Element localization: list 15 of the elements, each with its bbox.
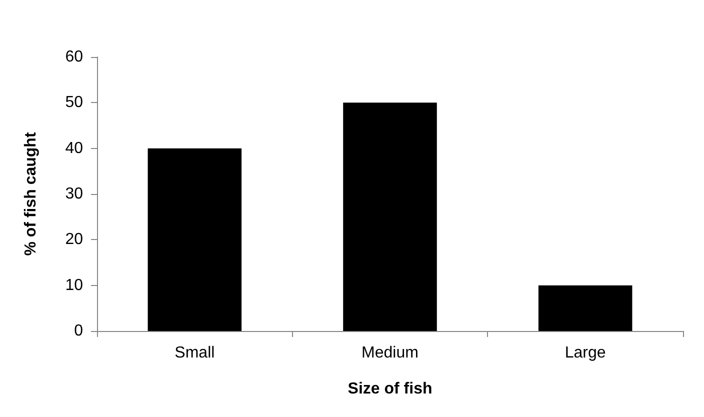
y-axis-title: % of fish caught <box>22 132 40 256</box>
bar <box>148 148 242 331</box>
y-tick-label: 60 <box>65 48 84 66</box>
y-tick-label: 50 <box>65 94 84 112</box>
bar <box>538 285 632 331</box>
x-tick-label: Small <box>174 344 215 362</box>
y-tick-label: 20 <box>65 231 84 248</box>
y-tick-label: 40 <box>65 140 84 157</box>
y-tick-label: 0 <box>74 322 84 340</box>
y-tick-label: 30 <box>65 186 84 202</box>
y-tick-label: 10 <box>65 276 84 294</box>
bar <box>343 102 437 331</box>
x-tick-label: Large <box>564 344 606 362</box>
x-axis-title: Size of fish <box>348 380 432 398</box>
x-tick-label: Medium <box>362 344 418 362</box>
